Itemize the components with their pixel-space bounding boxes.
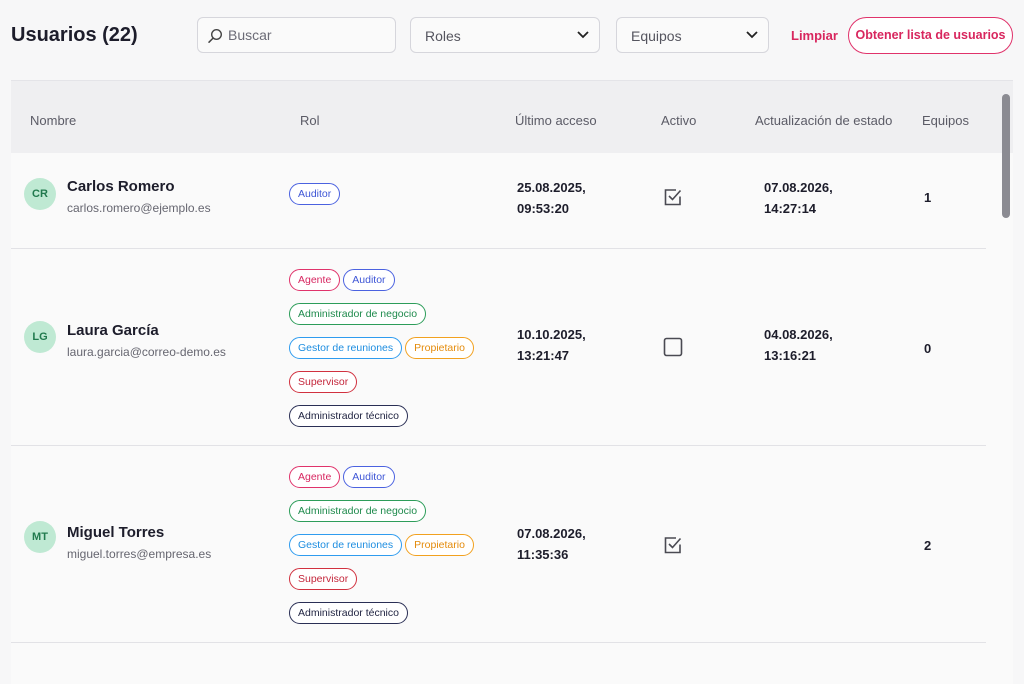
teams-count: 1: [924, 190, 932, 205]
last-access-time: 11:35:36: [517, 547, 569, 562]
last-access: 10.10.2025, 13:21:47: [517, 324, 586, 366]
column-header-role[interactable]: Rol: [300, 113, 320, 128]
teams-count: 2: [924, 538, 932, 553]
last-access-date: 07.08.2026,: [517, 526, 586, 541]
role-tag-admin-negocio: Administrador de negocio: [289, 303, 427, 325]
get-user-list-button[interactable]: Obtener lista de usuarios: [848, 17, 1013, 54]
user-email: carlos.romero@ejemplo.es: [67, 201, 211, 215]
status-update: 04.08.2026, 13:16:21: [764, 324, 833, 366]
checkbox-empty-icon[interactable]: [663, 337, 683, 357]
role-tag-agente: Agente: [289, 466, 341, 488]
last-access-time: 13:21:47: [517, 348, 570, 363]
table-row[interactable]: LG Laura García laura.garcia@correo-demo…: [11, 249, 986, 446]
role-tag-auditor: Auditor: [289, 183, 341, 205]
role-tag-admin-negocio: Administrador de negocio: [289, 500, 427, 522]
clear-filters-button[interactable]: Limpiar: [791, 28, 838, 43]
roles-cell: Agente Auditor Administrador de negocio G…: [289, 466, 499, 636]
toolbar: Usuarios (22) Roles Equipos Limpiar Obte…: [0, 0, 1024, 72]
users-table: Nombre Rol Último acceso Activo Actualiz…: [11, 80, 1013, 684]
column-header-teams[interactable]: Equipos: [922, 113, 969, 128]
last-access: 07.08.2026, 11:35:36: [517, 523, 586, 565]
roles-dropdown-label: Roles: [425, 28, 461, 44]
user-name[interactable]: Laura García: [67, 322, 159, 339]
last-access-time: 09:53:20: [517, 201, 570, 216]
roles-dropdown[interactable]: Roles: [410, 17, 600, 53]
status-update-date: 07.08.2026,: [764, 180, 833, 195]
role-tag-gestor-reuniones: Gestor de reuniones: [289, 337, 403, 359]
checkbox-checked-icon[interactable]: [663, 187, 683, 207]
role-tag-admin-tecnico: Administrador técnico: [289, 602, 408, 624]
roles-cell: Auditor: [289, 183, 499, 217]
column-header-status-update[interactable]: Actualización de estado: [755, 113, 893, 128]
role-tag-supervisor: Supervisor: [289, 371, 358, 393]
role-tag-auditor: Auditor: [343, 466, 395, 488]
role-tag-propietario: Propietario: [405, 337, 474, 359]
roles-cell: Agente Auditor Administrador de negocio G…: [289, 269, 499, 439]
column-header-active[interactable]: Activo: [661, 113, 697, 128]
role-tag-auditor: Auditor: [343, 269, 395, 291]
user-name[interactable]: Carlos Romero: [67, 178, 175, 195]
user-email: laura.garcia@correo-demo.es: [67, 345, 226, 359]
search-icon: [208, 28, 223, 43]
table-header: Nombre Rol Último acceso Activo Actualiz…: [11, 81, 1013, 153]
status-update-date: 04.08.2026,: [764, 327, 833, 342]
column-header-last-access[interactable]: Último acceso: [515, 113, 597, 128]
teams-dropdown-label: Equipos: [631, 28, 682, 44]
last-access-date: 10.10.2025,: [517, 327, 586, 342]
status-update-time: 13:16:21: [764, 348, 817, 363]
avatar: MT: [24, 521, 56, 553]
table-row[interactable]: MT Miguel Torres miguel.torres@empresa.e…: [11, 446, 986, 643]
role-tag-agente: Agente: [289, 269, 341, 291]
avatar: CR: [24, 178, 56, 210]
user-name[interactable]: Miguel Torres: [67, 524, 165, 541]
avatar: LG: [24, 321, 56, 353]
chevron-down-icon: [746, 31, 758, 39]
status-update: 07.08.2026, 14:27:14: [764, 177, 833, 219]
teams-count: 0: [924, 341, 932, 356]
table-row[interactable]: CR Carlos Romero carlos.romero@ejemplo.e…: [11, 153, 986, 249]
role-tag-admin-tecnico: Administrador técnico: [289, 405, 408, 427]
last-access-date: 25.08.2025,: [517, 180, 586, 195]
chevron-down-icon: [577, 31, 589, 39]
column-header-name[interactable]: Nombre: [30, 113, 77, 128]
checkbox-checked-icon[interactable]: [663, 535, 683, 555]
status-update-time: 14:27:14: [764, 201, 817, 216]
role-tag-propietario: Propietario: [405, 534, 474, 556]
user-email: miguel.torres@empresa.es: [67, 547, 212, 561]
search-box[interactable]: [197, 17, 396, 53]
role-tag-gestor-reuniones: Gestor de reuniones: [289, 534, 403, 556]
page-title: Usuarios (22): [11, 24, 138, 46]
scrollbar-thumb[interactable]: [1002, 94, 1010, 218]
last-access: 25.08.2025, 09:53:20: [517, 177, 586, 219]
role-tag-supervisor: Supervisor: [289, 568, 358, 590]
teams-dropdown[interactable]: Equipos: [616, 17, 769, 53]
search-input[interactable]: [228, 18, 388, 52]
